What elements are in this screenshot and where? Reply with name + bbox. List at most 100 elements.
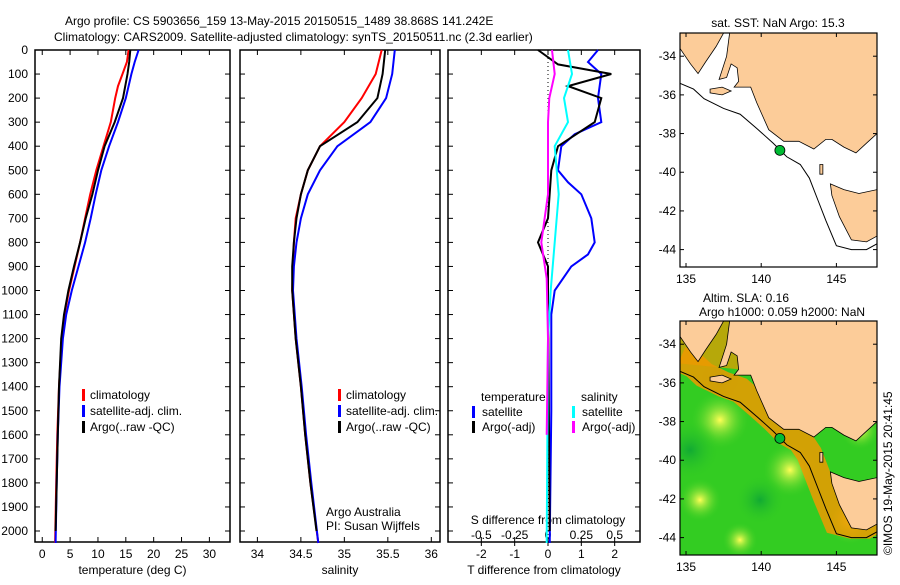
legend-swatch bbox=[472, 421, 475, 433]
x2-tick-label: 0 bbox=[545, 528, 552, 542]
y-tick-label: -36 bbox=[659, 88, 677, 102]
land bbox=[829, 183, 877, 243]
y-tick-label: 1700 bbox=[1, 452, 28, 466]
temperature-panel: 0100200300400500600700800900100011001200… bbox=[1, 43, 231, 577]
legend-item: Argo(..raw -QC) bbox=[346, 420, 431, 434]
y-tick-label: -38 bbox=[659, 415, 677, 429]
x-tick-label: 2 bbox=[611, 547, 618, 561]
x-tick-label: 1 bbox=[578, 547, 585, 561]
legend-item: satellite bbox=[582, 405, 623, 419]
annotation: PI: Susan Wijffels bbox=[326, 519, 420, 533]
series-s-argo-adj- bbox=[540, 49, 556, 435]
series-t-argo-adj- bbox=[536, 49, 612, 532]
plot-frame bbox=[239, 49, 441, 543]
y-tick-label: 500 bbox=[8, 163, 28, 177]
y-tick-label: -38 bbox=[659, 127, 677, 141]
map-frame bbox=[679, 32, 878, 268]
difference-panel: -2 -1 0 1 2 T difference from climatology -0.5… bbox=[447, 49, 641, 577]
x-tick-label: 140 bbox=[751, 560, 771, 574]
y-tick-label: -44 bbox=[659, 531, 677, 545]
y-tick-label: 1300 bbox=[1, 356, 28, 370]
x-tick-label: 0 bbox=[39, 547, 46, 561]
y-tick-label: 1900 bbox=[1, 500, 28, 514]
legend-title: salinity bbox=[581, 390, 618, 404]
x-tick-label: 20 bbox=[147, 547, 161, 561]
y-tick-label: 1800 bbox=[1, 476, 28, 490]
legend-swatch bbox=[82, 405, 85, 417]
legend-title: temperature bbox=[481, 390, 546, 404]
y-tick-label: 2000 bbox=[1, 524, 28, 538]
x-tick-label: 0 bbox=[545, 547, 552, 561]
x-tick-label: 135 bbox=[676, 560, 696, 574]
depth-contour bbox=[680, 370, 877, 539]
y-tick-label: 1400 bbox=[1, 380, 28, 394]
sla-anomaly bbox=[680, 420, 720, 480]
legend-item: Argo(-adj) bbox=[482, 420, 535, 434]
annotation: Argo Australia bbox=[326, 505, 401, 519]
y-tick-label: 700 bbox=[8, 211, 28, 225]
series-argo bbox=[54, 49, 132, 532]
x-axis-label: T difference from climatology bbox=[467, 563, 621, 577]
legend-item: Argo(..raw -QC) bbox=[90, 420, 175, 434]
y-tick-label: -34 bbox=[659, 337, 677, 351]
land bbox=[680, 33, 725, 75]
legend-swatch bbox=[338, 421, 341, 433]
legend-swatch bbox=[82, 389, 85, 401]
x-tick-label: 35 bbox=[338, 547, 352, 561]
y-tick-label: 1000 bbox=[1, 284, 28, 298]
legend-swatch bbox=[338, 405, 341, 417]
x-tick-label: 36 bbox=[425, 547, 439, 561]
y-tick-label: 900 bbox=[8, 259, 28, 273]
x2-tick-label: 0.25 bbox=[570, 528, 594, 542]
x-tick-label: 145 bbox=[826, 560, 846, 574]
x-tick-label: 5 bbox=[67, 547, 74, 561]
depth-contour bbox=[680, 82, 877, 251]
x2-tick-label: -0.25 bbox=[501, 528, 529, 542]
x2-tick-label: 0.5 bbox=[606, 528, 623, 542]
land bbox=[819, 164, 824, 175]
x-tick-label: -2 bbox=[476, 547, 487, 561]
title-line-1: Argo profile: CS 5903656_159 13-May-2015… bbox=[65, 14, 493, 28]
x2-axis-label: S difference from climatology bbox=[471, 513, 626, 527]
y-tick-label: -40 bbox=[659, 165, 677, 179]
x-tick-label: 140 bbox=[751, 272, 771, 286]
x-tick-label: 34.5 bbox=[289, 547, 313, 561]
series-t-satellite bbox=[548, 49, 603, 544]
legend-item: satellite-adj. clim. bbox=[90, 404, 182, 418]
y-tick-label: -34 bbox=[659, 49, 677, 63]
land bbox=[819, 452, 824, 463]
map-title: Altim. SLA: 0.16 bbox=[703, 291, 789, 305]
x-tick-label: 30 bbox=[203, 547, 217, 561]
argo-position-marker bbox=[774, 432, 786, 444]
x-tick-label: 15 bbox=[119, 547, 133, 561]
x-tick-label: 35.5 bbox=[376, 547, 400, 561]
land bbox=[709, 86, 733, 96]
y-tick-label: -42 bbox=[659, 204, 677, 218]
y-tick-label: -42 bbox=[659, 492, 677, 506]
sst-map: 135 140 145 -34 -36 -38 -40 -42 -44 sat. SST: NaN… bbox=[659, 16, 878, 286]
y-tick-label: -40 bbox=[659, 453, 677, 467]
x-tick-label: 135 bbox=[676, 272, 696, 286]
sla-anomaly bbox=[735, 475, 785, 525]
x-tick-label: -1 bbox=[509, 547, 520, 561]
x-tick-label: 34 bbox=[251, 547, 265, 561]
x2-tick-label: -0.5 bbox=[471, 528, 492, 542]
land bbox=[718, 33, 877, 154]
y-tick-label: 1600 bbox=[1, 428, 28, 442]
y-tick-label: 1100 bbox=[2, 308, 28, 322]
plot-frame bbox=[34, 49, 231, 543]
land bbox=[680, 321, 725, 363]
plot-frame bbox=[447, 49, 641, 543]
legend-swatch bbox=[472, 406, 475, 418]
land bbox=[718, 321, 877, 442]
y-tick-label: 600 bbox=[8, 187, 28, 201]
x-axis-label: temperature (deg C) bbox=[78, 563, 186, 577]
x-tick-label: 10 bbox=[91, 547, 105, 561]
map-title: sat. SST: NaN Argo: 15.3 bbox=[711, 16, 845, 30]
y-tick-label: 0 bbox=[21, 43, 28, 57]
y-tick-label: 400 bbox=[8, 139, 28, 153]
legend-item: Argo(-adj) bbox=[582, 420, 635, 434]
legend-swatch bbox=[572, 406, 575, 418]
credit-text: ©IMOS 19-May-2015 20:41:45 bbox=[881, 391, 895, 555]
